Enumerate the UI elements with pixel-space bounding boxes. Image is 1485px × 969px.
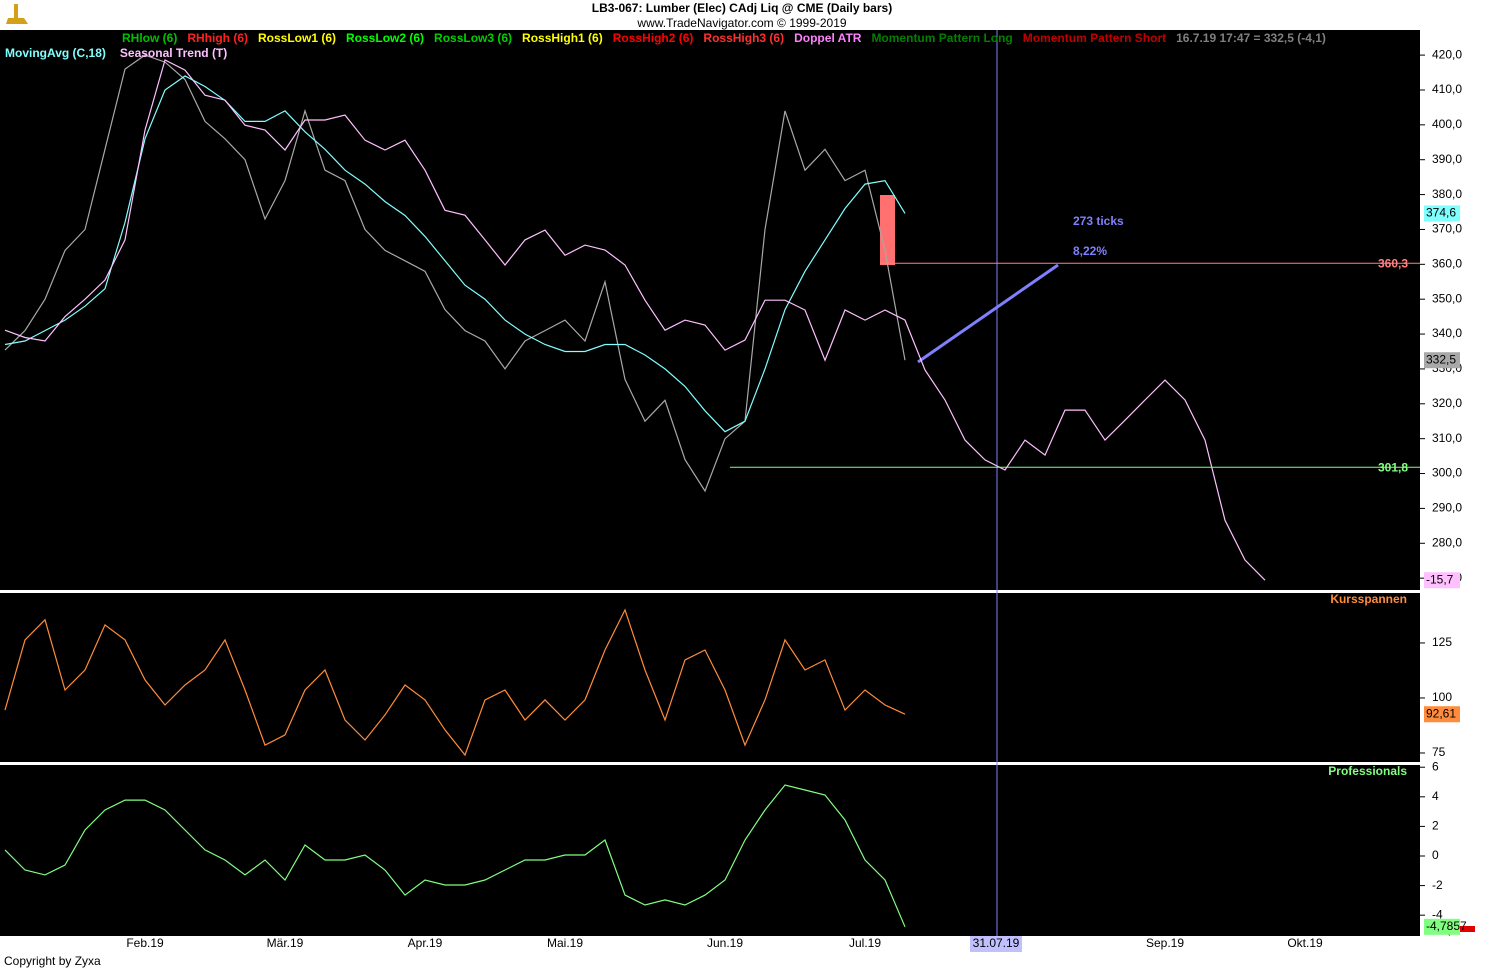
last-value-label: 374,6	[1426, 206, 1456, 220]
logo	[6, 4, 28, 24]
series-line	[4, 59, 1266, 581]
header-title: LB3-067: Lumber (Elec) CAdj Liq @ CME (D…	[592, 1, 892, 15]
last-value-label: -15,7	[1426, 572, 1454, 586]
legend-entry: Seasonal Trend (T)	[120, 46, 227, 60]
crosshair-label-bg	[970, 936, 1022, 952]
last-value-label: -4,7857	[1426, 919, 1467, 933]
study-label: RossHigh3 (6)	[703, 31, 784, 45]
annotation: 8,22%	[1073, 244, 1107, 258]
x-tick-label: Jul.19	[849, 936, 881, 950]
level-label: 360,3	[1378, 256, 1408, 270]
y-tick-label: -2	[1432, 878, 1443, 892]
y-tick-label: 2	[1432, 819, 1439, 833]
last-value-label: 332,5	[1426, 352, 1456, 366]
y-tick-label: -4	[1432, 907, 1443, 921]
y-tick-label: 340,0	[1432, 326, 1462, 340]
y-tick-label: 360,0	[1432, 256, 1462, 270]
measure-line	[917, 263, 1059, 364]
last-value-bg	[1424, 205, 1460, 222]
x-tick-label: Apr.19	[408, 936, 443, 950]
x-tick-label: Sep.19	[1146, 936, 1184, 950]
last-value-bg	[1424, 572, 1460, 589]
x-tick-label: Mai.19	[547, 936, 583, 950]
y-tick-label: 380,0	[1432, 187, 1462, 201]
y-tick-label: 400,0	[1432, 117, 1462, 131]
last-value-label: 92,61	[1426, 706, 1456, 720]
study-label: RHlow (6)	[122, 31, 177, 45]
y-tick-label: 280,0	[1432, 535, 1462, 549]
y-tick-label: 125	[1432, 635, 1452, 649]
y-tick-label: 370,0	[1432, 222, 1462, 236]
study-label: RossLow1 (6)	[258, 31, 336, 45]
y-tick-label: 390,0	[1432, 152, 1462, 166]
study-label: RossLow2 (6)	[346, 31, 424, 45]
x-tick-label: Mär.19	[267, 936, 304, 950]
y-tick-label: 290,0	[1432, 501, 1462, 515]
y-tick-label: 75	[1432, 745, 1446, 759]
annotation: 273 ticks	[1073, 214, 1124, 228]
y-tick-label: 100	[1432, 690, 1452, 704]
panel-title: Kursspannen	[1330, 592, 1407, 606]
study-label: 16.7.19 17:47 = 332,5 (-4,1)	[1176, 31, 1326, 45]
y-tick-label: 310,0	[1432, 431, 1462, 445]
study-label: Momentum Pattern Short	[1023, 31, 1166, 45]
study-label: RHhigh (6)	[187, 31, 248, 45]
study-label: RossLow3 (6)	[434, 31, 512, 45]
x-tick-label: Jun.19	[707, 936, 743, 950]
last-value-bg	[1424, 918, 1460, 935]
header-subtitle: www.TradeNavigator.com © 1999-2019	[636, 16, 846, 30]
highlight-box	[880, 195, 895, 265]
y-tick-label: 420,0	[1432, 47, 1462, 61]
plot-area	[0, 30, 1420, 936]
crosshair-label: 31.07.19	[973, 936, 1020, 950]
series-line	[4, 54, 906, 493]
x-tick-label: Okt.19	[1287, 936, 1323, 950]
y-tick-label: 350,0	[1432, 291, 1462, 305]
last-value-bg	[1424, 352, 1460, 369]
study-label: Momentum Pattern Long	[871, 31, 1012, 45]
study-label: RossHigh2 (6)	[613, 31, 694, 45]
y-tick-label: 6	[1432, 759, 1439, 773]
footer: Copyright by Zyxa	[4, 954, 101, 968]
level-label: 301,8	[1378, 460, 1408, 474]
study-label: Doppel ATR	[794, 31, 862, 45]
last-value-bg	[1424, 706, 1460, 723]
y-tick-label: 4	[1432, 789, 1439, 803]
legend-entry: MovingAvg (C,18)	[5, 46, 106, 60]
series-line	[4, 784, 906, 928]
y-tick-label: 300,0	[1432, 466, 1462, 480]
study-label: RossHigh1 (6)	[522, 31, 603, 45]
y-tick-label: 0	[1432, 848, 1439, 862]
series-line	[4, 75, 906, 433]
y-tick-label: 320,0	[1432, 396, 1462, 410]
panel-title: Professionals	[1328, 764, 1407, 778]
x-tick-label: Feb.19	[126, 936, 164, 950]
y-tick-label: 410,0	[1432, 82, 1462, 96]
series-line	[4, 608, 906, 757]
